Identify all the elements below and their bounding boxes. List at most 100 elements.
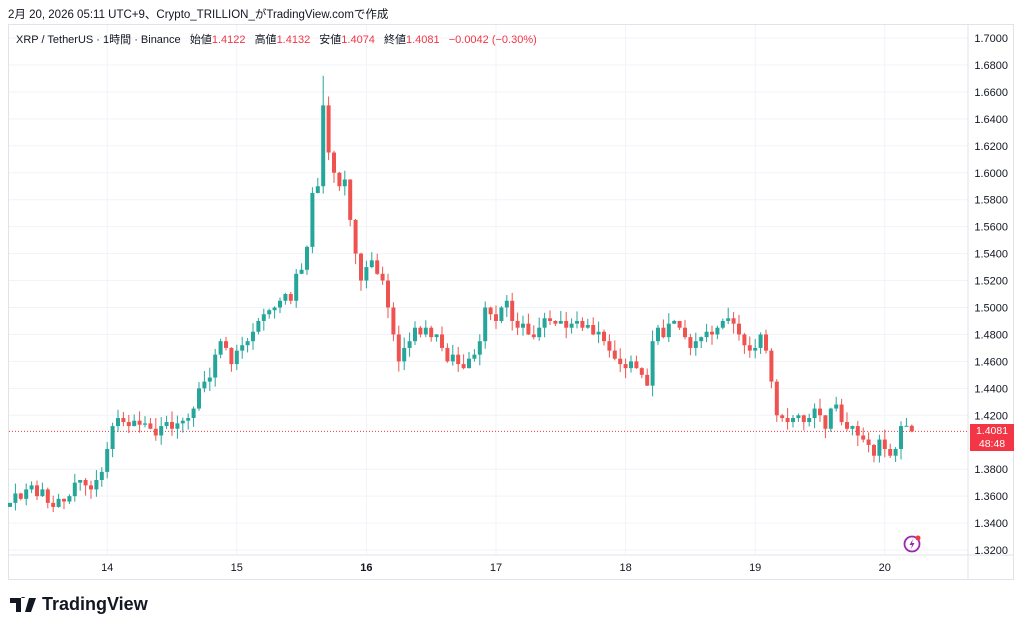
x-tick-label: 16 — [360, 562, 372, 574]
close-value: 1.4081 — [406, 34, 440, 46]
y-tick-label: 1.4400 — [974, 383, 1008, 395]
candle-body — [78, 479, 83, 483]
candle-body — [634, 361, 639, 369]
candle-body — [855, 426, 860, 436]
candle-body — [62, 498, 66, 502]
candle-body — [137, 420, 142, 425]
y-tick-label: 1.6200 — [974, 141, 1008, 153]
logo-text: TradingView — [42, 594, 148, 614]
y-tick-label: 1.5200 — [974, 276, 1008, 288]
y-tick-label: 1.3400 — [974, 518, 1008, 530]
candle-body — [67, 496, 72, 502]
symbol-title[interactable]: XRP / TetherUS · 1時間 · Binance — [16, 34, 181, 46]
candle-body — [580, 320, 585, 328]
candle-body — [283, 294, 288, 301]
candle-body — [261, 314, 266, 321]
candle-body — [197, 388, 201, 409]
candle-body — [191, 408, 196, 418]
tradingview-logo-icon — [10, 596, 36, 612]
x-tick-label: 18 — [619, 562, 631, 574]
candle-body — [823, 415, 828, 429]
y-tick-label: 1.3200 — [974, 545, 1008, 557]
candle-body — [202, 381, 207, 389]
candle-body — [213, 354, 218, 378]
candle-body — [278, 300, 282, 308]
chart-caption: 2月 20, 2026 05:11 UTC+9、Crypto_TRILLION_… — [8, 9, 389, 21]
candle-body — [207, 377, 212, 382]
low-value: 1.4074 — [341, 34, 375, 46]
candle-body — [661, 327, 666, 338]
candle-body — [483, 307, 488, 342]
candle-body — [175, 423, 180, 429]
y-tick-label: 1.4200 — [974, 410, 1008, 422]
candle-body — [461, 364, 466, 369]
candle-body — [83, 479, 88, 486]
candle-body — [364, 267, 369, 281]
candle-body — [8, 502, 12, 507]
candle-body — [72, 482, 77, 497]
candle-body — [121, 417, 126, 423]
candle-body — [105, 448, 110, 472]
candle-body — [866, 439, 871, 445]
candle-body — [440, 334, 444, 348]
candle-body — [801, 415, 806, 423]
candle-body — [877, 439, 882, 456]
y-tick-label: 1.5000 — [974, 303, 1008, 315]
candle-body — [396, 334, 401, 362]
candle-body — [564, 320, 569, 328]
candle-body — [585, 325, 590, 328]
tradingview-logo[interactable]: TradingView — [10, 594, 148, 615]
candle-body — [758, 334, 763, 348]
candle-body — [888, 448, 893, 456]
bar-countdown: 48:48 — [978, 438, 1006, 450]
candle-body — [234, 350, 239, 365]
candle-body — [839, 404, 844, 423]
chart-frame — [8, 24, 1014, 580]
candle-body — [872, 444, 876, 456]
candle-body — [29, 485, 34, 490]
last-price-label: 1.4081 48:48 — [970, 424, 1014, 451]
candle-body — [13, 493, 18, 503]
candle-body — [375, 260, 380, 274]
high-value: 1.4132 — [276, 34, 311, 46]
lightning-icon[interactable] — [903, 534, 923, 554]
candle-body — [596, 331, 601, 335]
open-label: 始値 — [189, 34, 212, 46]
candle-body — [656, 327, 660, 342]
y-tick-label: 1.5600 — [974, 222, 1008, 234]
candle-body — [710, 331, 714, 335]
candle-body — [267, 310, 272, 315]
candle-body — [18, 493, 23, 499]
x-tick-label: 17 — [490, 562, 502, 574]
candle-body — [126, 422, 131, 427]
candle-body — [386, 280, 390, 308]
candle-body — [699, 337, 704, 342]
y-tick-label: 1.4800 — [974, 329, 1008, 341]
candlestick-chart[interactable]: 1.7000 1.6800 1.6600 1.6400 1.6200 1.6000 1.58… — [0, 0, 1024, 590]
candle-body — [288, 294, 293, 301]
candle-body — [747, 345, 752, 351]
candle-body — [24, 489, 29, 499]
candle-body — [89, 485, 93, 490]
candle-body — [510, 300, 515, 321]
candle-body — [153, 428, 158, 436]
candle-body — [143, 423, 147, 425]
candle-body — [650, 341, 655, 386]
candle-body — [251, 331, 255, 342]
candle-body — [472, 354, 477, 359]
y-tick-label: 1.4600 — [974, 356, 1008, 368]
candle-body — [332, 152, 336, 173]
close-label: 終値 — [384, 34, 406, 46]
y-tick-label: 1.6600 — [974, 87, 1008, 99]
candle-body — [467, 358, 471, 369]
symbol-legend: XRP / TetherUS · 1時間 · Binance 始値1.4122 … — [16, 31, 543, 47]
candle-body — [515, 320, 520, 328]
candle-body — [537, 327, 542, 338]
candle-body — [94, 479, 99, 490]
candle-body — [499, 307, 504, 321]
candle-body — [575, 320, 579, 324]
y-tick-label: 1.5800 — [974, 195, 1008, 207]
candle-body — [299, 269, 304, 274]
candle-body — [132, 420, 137, 427]
candle-body — [434, 334, 439, 338]
